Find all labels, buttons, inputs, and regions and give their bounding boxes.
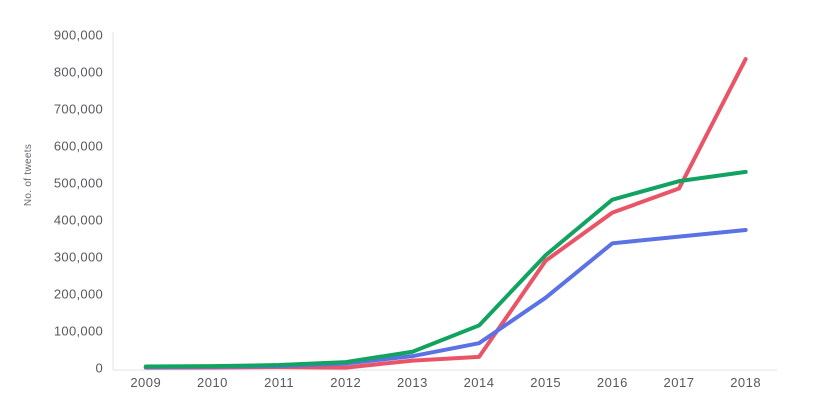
y-tick-label: 0 [95, 361, 103, 376]
y-tick-label: 900,000 [54, 28, 103, 43]
y-tick-label: 700,000 [54, 102, 103, 117]
y-tick-label: 200,000 [54, 287, 103, 302]
red-series-line [143, 57, 748, 370]
y-tick-label: 100,000 [54, 324, 103, 339]
x-tick-label: 2018 [730, 375, 761, 390]
x-tick-label: 2010 [197, 375, 228, 390]
x-tick-label: 2012 [330, 375, 361, 390]
x-tick-label: 2009 [130, 375, 161, 390]
y-tick-label: 600,000 [54, 139, 103, 154]
blue-series-line [143, 227, 748, 370]
y-tick-label: 300,000 [54, 250, 103, 265]
x-tick-label: 2016 [597, 375, 628, 390]
y-tick-label: 800,000 [54, 65, 103, 80]
y-tick-label: 400,000 [54, 213, 103, 228]
x-tick-label: 2017 [664, 375, 695, 390]
x-tick-label: 2011 [264, 375, 294, 390]
x-tick-label: 2014 [464, 375, 495, 390]
y-tick-label: 500,000 [54, 176, 103, 191]
green-series-line [143, 169, 748, 369]
x-tick-label: 2015 [530, 375, 561, 390]
y-axis-title: No. of tweets [23, 144, 34, 206]
x-tick-label: 2013 [397, 375, 428, 390]
